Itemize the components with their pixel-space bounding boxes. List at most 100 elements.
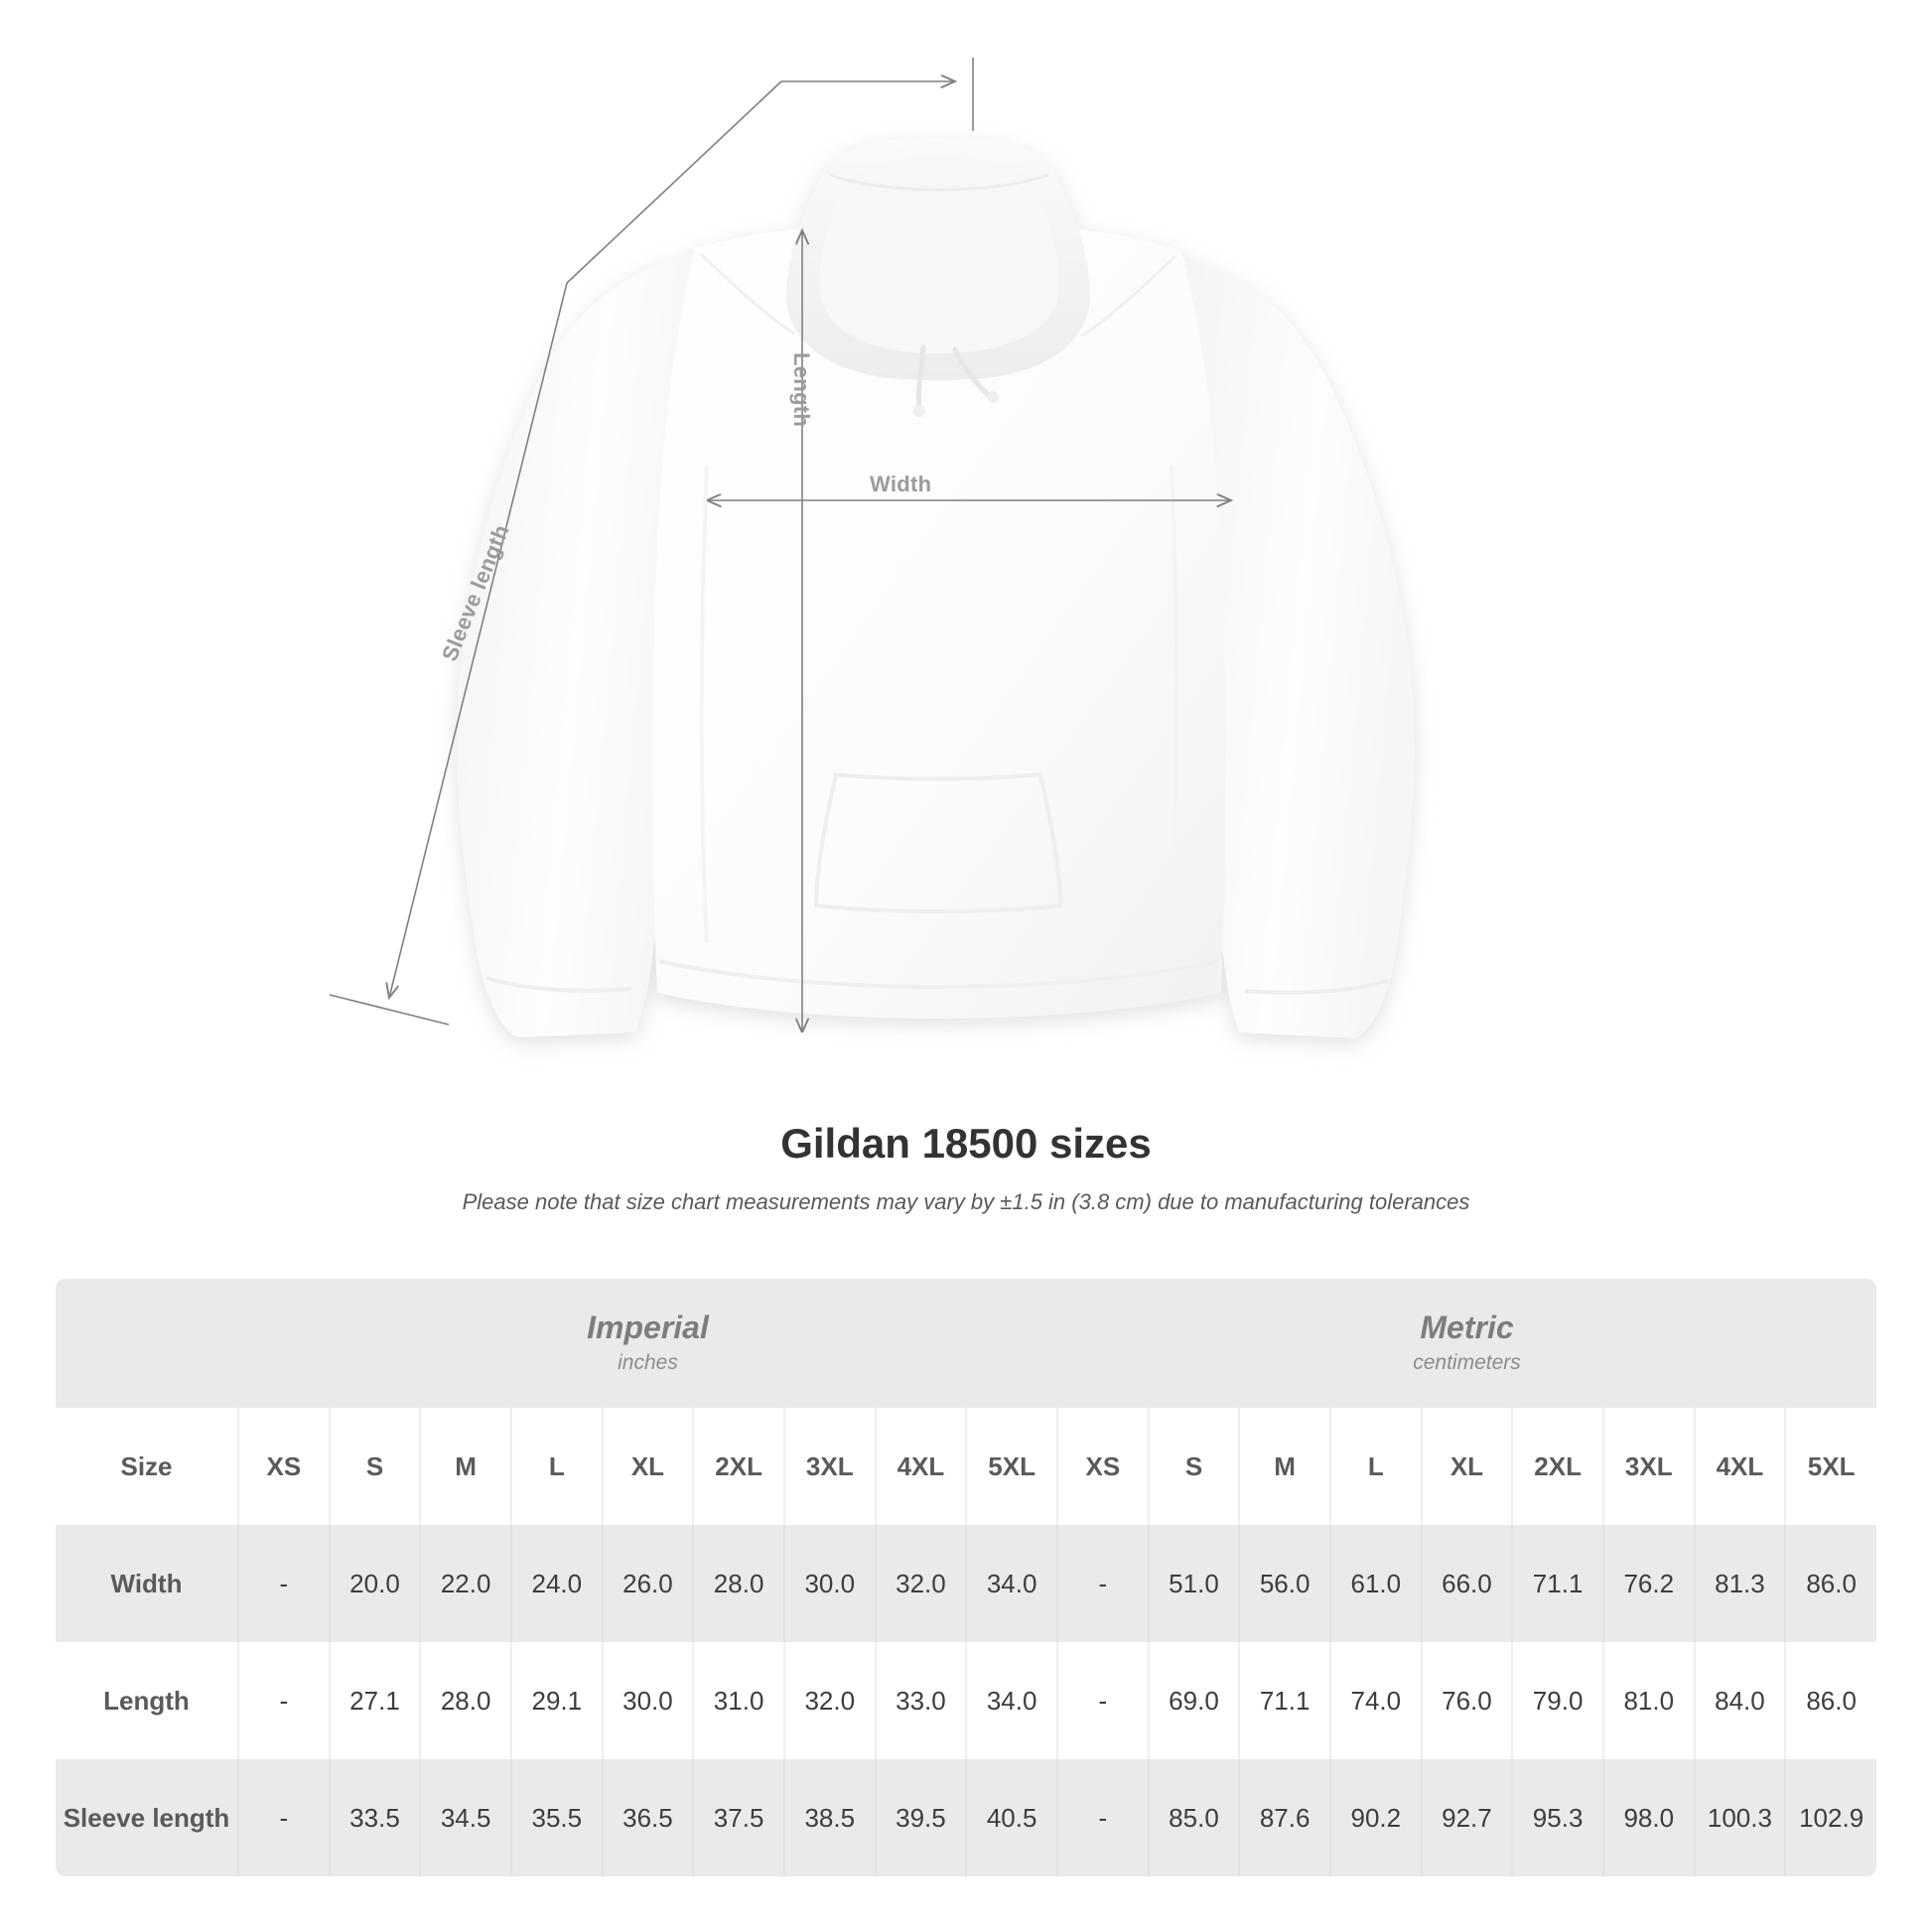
cell-metric-4xl: 84.0 bbox=[1693, 1642, 1786, 1759]
cell-metric-xl: 66.0 bbox=[1420, 1525, 1513, 1642]
size-header-3xl: 3XL bbox=[782, 1408, 876, 1525]
cell-imperial-xl: 36.5 bbox=[601, 1759, 694, 1876]
cell-imperial-2xl: 28.0 bbox=[692, 1525, 784, 1642]
cell-imperial-s: 27.1 bbox=[328, 1642, 421, 1759]
cell-metric-2xl: 79.0 bbox=[1511, 1642, 1603, 1759]
size-header-m: M bbox=[1238, 1408, 1330, 1525]
cell-metric-s: 85.0 bbox=[1147, 1759, 1240, 1876]
hoodie-illustration bbox=[329, 58, 1415, 1038]
cell-imperial-m: 34.5 bbox=[419, 1759, 511, 1876]
size-header-5xl: 5XL bbox=[965, 1408, 1057, 1525]
cell-imperial-xs: - bbox=[237, 1642, 330, 1759]
cell-metric-5xl: 86.0 bbox=[1784, 1525, 1877, 1642]
size-header-l: L bbox=[509, 1408, 603, 1525]
unit-name: Metric bbox=[1420, 1310, 1514, 1346]
table-row: Length -27.1 28.0 29.1 30.0 31.0 32.0 33.0 34.0-… bbox=[56, 1642, 1877, 1759]
cell-metric-5xl: 102.9 bbox=[1784, 1759, 1877, 1876]
cell-imperial-3xl: 38.5 bbox=[782, 1759, 876, 1876]
size-header-s: S bbox=[328, 1408, 421, 1525]
cell-imperial-4xl: 33.0 bbox=[874, 1642, 967, 1759]
cell-metric-m: 71.1 bbox=[1238, 1642, 1330, 1759]
unit-banner-row: Imperial inches Metric centimeters bbox=[56, 1279, 1877, 1408]
cell-imperial-xl: 30.0 bbox=[601, 1642, 694, 1759]
cell-imperial-4xl: 32.0 bbox=[874, 1525, 967, 1642]
cell-metric-l: 61.0 bbox=[1328, 1525, 1422, 1642]
cell-metric-xs: - bbox=[1056, 1642, 1149, 1759]
cell-metric-l: 74.0 bbox=[1328, 1642, 1422, 1759]
unit-banner-spacer bbox=[56, 1279, 238, 1408]
cell-metric-5xl: 86.0 bbox=[1784, 1642, 1877, 1759]
cell-metric-xs: - bbox=[1056, 1759, 1149, 1876]
size-header-2xl: 2XL bbox=[1511, 1408, 1603, 1525]
cell-imperial-s: 20.0 bbox=[328, 1525, 421, 1642]
cell-metric-2xl: 71.1 bbox=[1511, 1525, 1603, 1642]
unit-group-metric: Metric centimeters bbox=[1057, 1279, 1877, 1408]
size-chart-table-wrapper: Imperial inches Metric centimeters Size XS S M L… bbox=[56, 1279, 1877, 1876]
cell-metric-xs: - bbox=[1056, 1525, 1149, 1642]
cell-imperial-5xl: 40.5 bbox=[965, 1759, 1057, 1876]
size-header-xl: XL bbox=[601, 1408, 694, 1525]
cell-metric-3xl: 76.2 bbox=[1601, 1525, 1695, 1642]
table-row: Width -20.0 22.0 24.0 26.0 28.0 30.0 32.0 34.0-5… bbox=[56, 1525, 1877, 1642]
cell-metric-3xl: 81.0 bbox=[1601, 1642, 1695, 1759]
size-header-5xl: 5XL bbox=[1784, 1408, 1877, 1525]
unit-subtitle: centimeters bbox=[1413, 1351, 1521, 1375]
size-header-row: Size XS S M L XL 2XL 3XL 4XL 5XL XS S M L XL 2XL 3XL 4XL 5… bbox=[56, 1408, 1877, 1525]
row-label: Length bbox=[56, 1642, 238, 1759]
cell-metric-xl: 92.7 bbox=[1420, 1759, 1513, 1876]
cell-imperial-2xl: 31.0 bbox=[692, 1642, 784, 1759]
cell-metric-s: 51.0 bbox=[1147, 1525, 1240, 1642]
size-header-4xl: 4XL bbox=[1693, 1408, 1786, 1525]
cell-metric-l: 90.2 bbox=[1328, 1759, 1422, 1876]
cell-metric-4xl: 81.3 bbox=[1693, 1525, 1786, 1642]
cell-imperial-4xl: 39.5 bbox=[874, 1759, 967, 1876]
measurement-lines bbox=[329, 58, 1231, 1033]
cell-imperial-l: 35.5 bbox=[509, 1759, 603, 1876]
size-header-xs: XS bbox=[237, 1408, 330, 1525]
unit-group-imperial: Imperial inches bbox=[238, 1279, 1057, 1408]
cell-imperial-xs: - bbox=[237, 1759, 330, 1876]
unit-subtitle: inches bbox=[618, 1351, 678, 1375]
width-dimension-label: Width bbox=[870, 472, 932, 496]
size-header-xl: XL bbox=[1420, 1408, 1513, 1525]
cell-imperial-5xl: 34.0 bbox=[965, 1525, 1057, 1642]
cell-imperial-m: 28.0 bbox=[419, 1642, 511, 1759]
hoodie-diagram: Length Width Sleeve length bbox=[329, 58, 1415, 1038]
title-block: Gildan 18500 sizes Please note that size… bbox=[0, 1120, 1932, 1215]
table-row: Sleeve length -33.5 34.5 35.5 36.5 37.5 38.5 39… bbox=[56, 1759, 1877, 1876]
size-header-s: S bbox=[1147, 1408, 1240, 1525]
cell-metric-s: 69.0 bbox=[1147, 1642, 1240, 1759]
row-label: Sleeve length bbox=[56, 1759, 238, 1876]
size-header-3xl: 3XL bbox=[1601, 1408, 1695, 1525]
cell-metric-2xl: 95.3 bbox=[1511, 1759, 1603, 1876]
size-chart-table: Imperial inches Metric centimeters Size XS S M L… bbox=[56, 1279, 1877, 1876]
cell-imperial-l: 24.0 bbox=[509, 1525, 603, 1642]
cell-metric-m: 87.6 bbox=[1238, 1759, 1330, 1876]
size-header-m: M bbox=[419, 1408, 511, 1525]
size-column-header: Size bbox=[56, 1408, 238, 1525]
size-header-4xl: 4XL bbox=[874, 1408, 967, 1525]
size-header-2xl: 2XL bbox=[692, 1408, 784, 1525]
garment-shape bbox=[456, 137, 1415, 1038]
row-label: Width bbox=[56, 1525, 238, 1642]
tolerance-note: Please note that size chart measurements… bbox=[462, 1189, 1470, 1214]
page-title: Gildan 18500 sizes bbox=[780, 1120, 1152, 1167]
cell-metric-3xl: 98.0 bbox=[1601, 1759, 1695, 1876]
cell-imperial-2xl: 37.5 bbox=[692, 1759, 784, 1876]
cell-imperial-m: 22.0 bbox=[419, 1525, 511, 1642]
cell-imperial-s: 33.5 bbox=[328, 1759, 421, 1876]
cell-imperial-5xl: 34.0 bbox=[965, 1642, 1057, 1759]
size-header-l: L bbox=[1328, 1408, 1422, 1525]
cell-imperial-xl: 26.0 bbox=[601, 1525, 694, 1642]
cell-imperial-xs: - bbox=[237, 1525, 330, 1642]
cell-imperial-l: 29.1 bbox=[509, 1642, 603, 1759]
unit-name: Imperial bbox=[587, 1310, 709, 1346]
cell-metric-xl: 76.0 bbox=[1420, 1642, 1513, 1759]
sleeve-length-dimension bbox=[329, 58, 974, 1026]
cell-imperial-3xl: 30.0 bbox=[782, 1525, 876, 1642]
size-header-xs: XS bbox=[1056, 1408, 1149, 1525]
cell-metric-m: 56.0 bbox=[1238, 1525, 1330, 1642]
length-dimension-label: Length bbox=[789, 352, 814, 428]
cell-imperial-3xl: 32.0 bbox=[782, 1642, 876, 1759]
cell-metric-4xl: 100.3 bbox=[1693, 1759, 1786, 1876]
